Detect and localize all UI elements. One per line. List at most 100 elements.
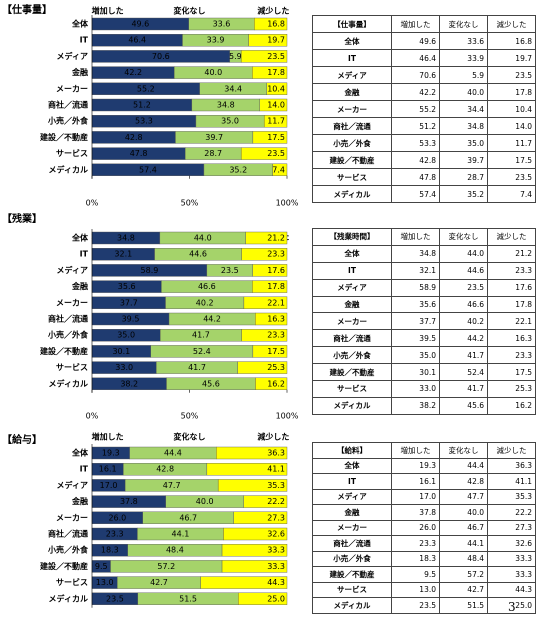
table-cell: 44.1 [439, 535, 488, 552]
value-label: 46.4 [128, 36, 146, 45]
bar-segment [243, 495, 288, 508]
table-row: メディア 58.9 23.5 17.6 [312, 278, 536, 297]
table-cell: 27.3 [487, 519, 536, 536]
x-tick-label: 0% [86, 199, 99, 208]
table-cell: 55.2 [391, 100, 440, 118]
value-label: 7.4 [272, 165, 285, 174]
x-tick-label: 50% [181, 199, 199, 208]
bar-segment [243, 296, 288, 309]
bar-segment [248, 34, 288, 47]
table-row: 建設／不動産 30.1 52.4 17.5 [312, 363, 536, 382]
bar-segment [252, 66, 288, 79]
table-row: 小売／外食 53.3 35.0 11.7 [312, 134, 536, 152]
value-label: 42.2 [124, 68, 142, 77]
table-cell: 商社／流通 [312, 117, 392, 135]
table-cell: 33.3 [487, 566, 536, 583]
table-row: メディカル 23.5 51.5 25.0 [312, 597, 536, 614]
table-cell: 22.2 [487, 504, 536, 521]
table-cell: メディア [312, 278, 392, 297]
value-label: 44.4 [164, 449, 182, 458]
value-label: 35.3 [267, 481, 285, 490]
chart-title: 【仕事量】 [2, 3, 52, 16]
table-cell: 51.2 [391, 117, 440, 135]
value-label: 40.0 [196, 497, 214, 506]
table-row: メディア 17.0 47.7 35.3 [312, 488, 536, 505]
data-table: 【仕事量】 増加した 変化なし 減少した 全体 49.6 33.6 16.8 IT 46.4 33.… [312, 15, 536, 203]
table-cell: 26.0 [391, 519, 440, 536]
value-label: 33.0 [115, 363, 133, 372]
table-cell: 21.2 [487, 244, 536, 263]
value-label: 46.7 [179, 513, 197, 522]
bar-segment [255, 377, 288, 390]
legend-label: 増加した [92, 6, 124, 16]
bar-segment [252, 280, 288, 293]
value-label: 44.6 [189, 250, 207, 259]
value-label: 17.8 [267, 282, 285, 291]
category-label: 建設／不動産 [39, 561, 88, 571]
table-cell: 30.1 [391, 363, 440, 382]
value-label: 35.2 [229, 165, 247, 174]
table-cell: 【残業時間】 [312, 228, 392, 246]
table-row: 建設／不動産 42.8 39.7 17.5 [312, 151, 536, 169]
table-cell: 金融 [312, 295, 392, 314]
table-row: 商社／流通 23.3 44.1 32.6 [312, 535, 536, 552]
table-cell: 38.2 [391, 396, 440, 415]
table-cell: 42.8 [391, 151, 440, 169]
value-label: 23.3 [106, 530, 124, 539]
table-cell: 44.3 [487, 581, 536, 598]
table-cell: サービス [312, 581, 392, 598]
category-label: メディア [57, 480, 88, 490]
value-label: 23.3 [267, 250, 285, 259]
table-cell: 23.3 [487, 346, 536, 365]
table-cell: 建設／不動産 [312, 566, 392, 583]
value-label: 46.6 [198, 282, 216, 291]
value-label: 33.3 [267, 562, 285, 571]
table-cell: 建設／不動産 [312, 151, 392, 169]
value-label: 38.2 [120, 379, 138, 388]
value-label: 37.8 [120, 497, 138, 506]
value-label: 51.5 [179, 594, 197, 603]
category-label: 金融 [71, 67, 88, 77]
table-cell: 23.5 [487, 168, 536, 186]
bar-segment [217, 479, 288, 492]
value-label: 41.1 [267, 465, 285, 474]
category-label: 小売／外食 [47, 545, 89, 555]
value-label: 26.0 [108, 513, 126, 522]
value-label: 11.7 [267, 117, 285, 126]
value-label: 42.8 [156, 465, 174, 474]
value-label: 10.4 [267, 84, 285, 93]
value-label: 28.7 [204, 149, 222, 158]
table-cell: 52.4 [439, 363, 488, 382]
table-cell: 商社／流通 [312, 329, 392, 348]
table-row: 金融 37.8 40.0 22.2 [312, 504, 536, 521]
table-row: 商社／流通 39.5 44.2 16.3 [312, 329, 536, 348]
category-label: 商社／流通 [48, 314, 88, 324]
table-cell: 35.0 [391, 346, 440, 365]
table-cell: 全体 [312, 32, 392, 50]
table-cell: 9.5 [391, 566, 440, 583]
value-label: 17.6 [267, 266, 285, 275]
table-row: メーカー 26.0 46.7 27.3 [312, 519, 536, 536]
table-cell: 17.5 [487, 151, 536, 169]
category-label: IT [80, 36, 89, 45]
data-table: 【給料】 増加した 変化なし 減少した 全体 19.3 44.4 36.3 IT 16.1 42.8… [312, 442, 536, 614]
table-cell: 39.7 [439, 151, 488, 169]
category-label: 小売／外食 [47, 116, 89, 126]
category-label: 商社／流通 [48, 529, 88, 539]
table-cell: 57.4 [391, 185, 440, 203]
table-cell: 33.0 [391, 380, 440, 398]
table-row: サービス 13.0 42.7 44.3 [312, 581, 536, 598]
value-label: 57.4 [139, 165, 157, 174]
category-label: メーカー [56, 84, 88, 93]
table-cell: 35.6 [391, 295, 440, 314]
table-row: メディカル 57.4 35.2 7.4 [312, 185, 536, 203]
table-row: メーカー 55.2 34.4 10.4 [312, 100, 536, 118]
table-cell: 23.3 [487, 261, 536, 280]
table-cell: サービス [312, 168, 392, 186]
table-cell: 33.3 [487, 550, 536, 567]
value-label: 23.5 [221, 266, 239, 275]
value-label: 14.0 [267, 101, 285, 110]
value-label: 33.9 [207, 36, 225, 45]
value-label: 53.3 [135, 117, 153, 126]
table-row: サービス 47.8 28.7 23.5 [312, 168, 536, 186]
